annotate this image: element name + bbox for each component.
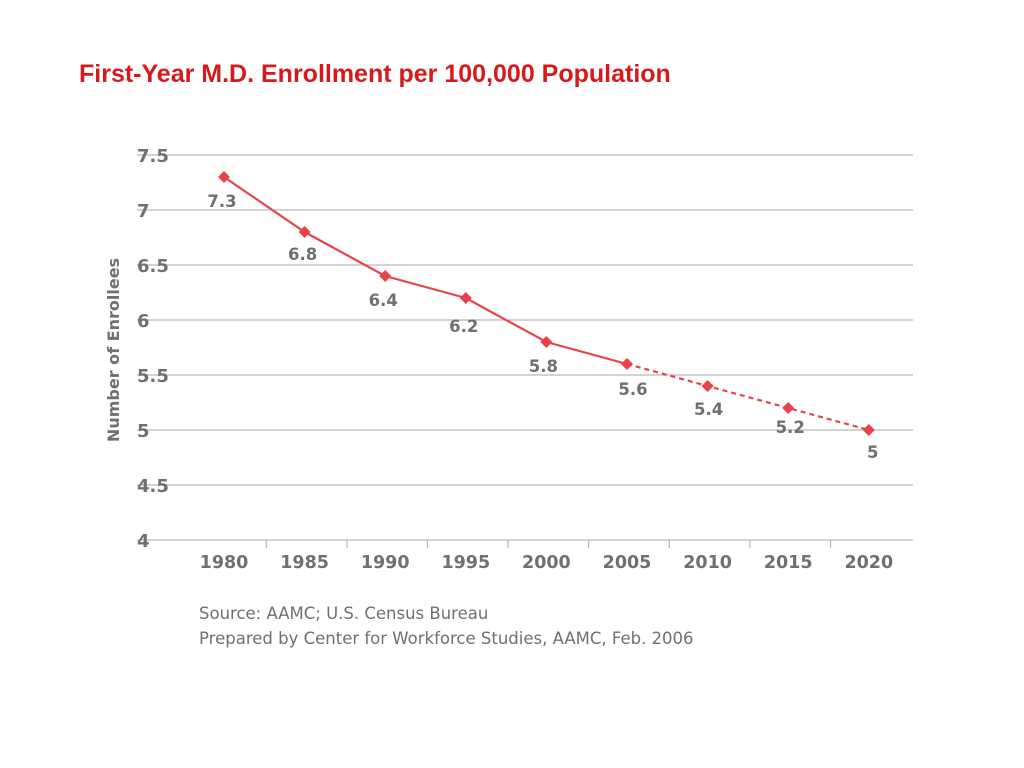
y-axis-ticks: 4 4.5 5 5.5 6 6.5 7 7.5: [137, 146, 169, 552]
data-point-marker: [459, 292, 472, 304]
data-point-marker: [862, 424, 875, 436]
data-label: 7.3: [207, 192, 236, 211]
y-tick-label: 4.5: [137, 476, 169, 497]
data-label: 6.4: [369, 291, 398, 310]
y-tick-label: 5: [137, 421, 150, 442]
data-point-marker: [621, 358, 633, 370]
x-tick-label: 1990: [361, 553, 410, 573]
data-point-marker: [782, 402, 795, 414]
y-tick-label: 7: [137, 201, 150, 222]
x-tick-label: 1980: [200, 553, 249, 573]
data-point-marker: [379, 270, 392, 282]
source-line: Source: AAMC; U.S. Census Bureau: [199, 604, 489, 623]
data-labels: 7.3 6.8 6.4 6.2 5.8 5.6 5.4 5.2 5: [207, 192, 878, 462]
x-tick-label: 2010: [683, 553, 732, 573]
data-point-marker: [218, 171, 230, 183]
x-tick-label: 1995: [441, 553, 490, 573]
gridlines: [137, 154, 913, 541]
data-label: 5.4: [694, 400, 723, 419]
data-label: 5.8: [529, 357, 558, 376]
data-point-marker: [701, 380, 714, 392]
slide-title: First-Year M.D. Enrollment per 100,000 P…: [79, 60, 671, 88]
data-label: 6.2: [449, 317, 478, 336]
y-axis-label: Number of Enrollees: [104, 258, 123, 442]
x-tick-label: 1985: [280, 553, 329, 573]
x-tick-label: 2020: [844, 553, 893, 573]
data-label: 6.8: [288, 245, 317, 264]
chart-source-note: Source: AAMC; U.S. Census Bureau Prepare…: [199, 601, 694, 651]
prepared-by-line: Prepared by Center for Workforce Studies…: [199, 629, 694, 648]
y-tick-label: 6.5: [137, 256, 169, 277]
data-label: 5: [867, 443, 878, 462]
x-axis-ticks: 1980 1985 1990 1995 2000 2005 2010 2015 2020: [200, 540, 893, 573]
series-line-actual: [223, 176, 628, 366]
data-label: 5.2: [776, 418, 805, 437]
x-tick-label: 2000: [522, 553, 571, 573]
series-points: [218, 171, 875, 436]
y-tick-label: 6: [137, 311, 150, 332]
series-line-projected: [626, 362, 870, 432]
y-tick-label: 7.5: [137, 146, 169, 167]
y-tick-label: 4: [137, 531, 150, 552]
x-tick-label: 2015: [764, 553, 813, 573]
y-tick-label: 5.5: [137, 366, 169, 387]
x-tick-label: 2005: [603, 553, 652, 573]
data-point-marker: [540, 336, 553, 348]
data-label: 5.6: [618, 380, 647, 399]
data-point-marker: [298, 226, 311, 238]
series-lines: [223, 176, 870, 432]
